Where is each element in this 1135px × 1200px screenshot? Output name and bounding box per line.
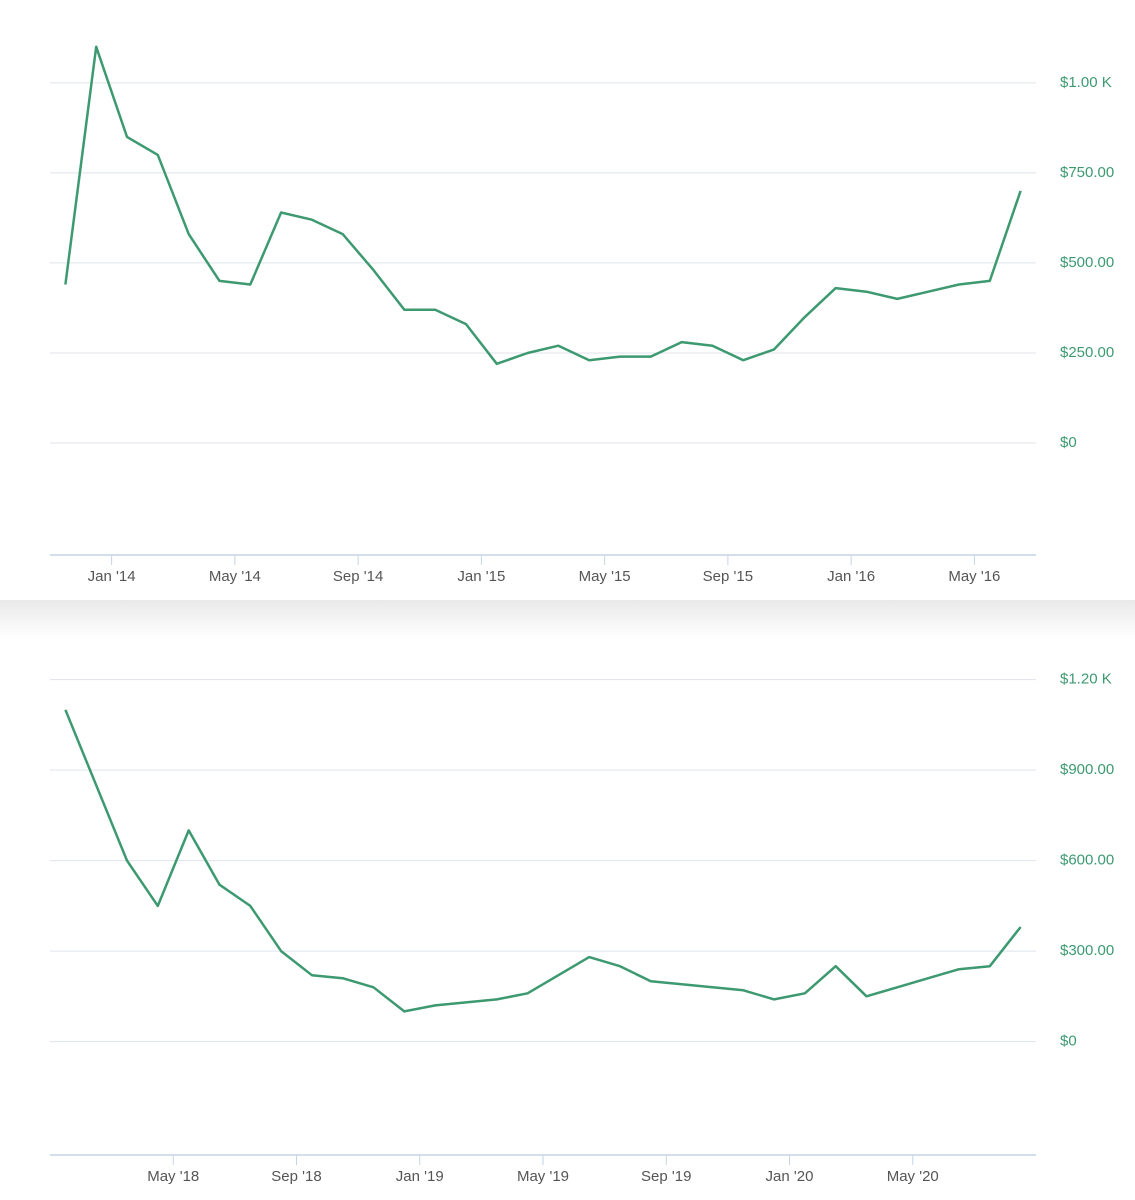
x-tick-label: Jan '15 xyxy=(457,568,505,585)
x-tick-label: Jan '20 xyxy=(766,1168,814,1185)
chart-panel: $0 $250.00 $500.00 $750.00 $1.00 K Jan '14 May… xyxy=(50,45,1115,585)
y-tick-label: $1.00 K xyxy=(1060,74,1112,91)
y-tick-label: $900.00 xyxy=(1060,761,1114,778)
x-tick-label: Jan '19 xyxy=(396,1168,444,1185)
x-tick-label: May '15 xyxy=(579,568,631,585)
x-tick-label: May '18 xyxy=(147,1168,199,1185)
x-tick-label: May '19 xyxy=(517,1168,569,1185)
y-tick-label: $1.20 K xyxy=(1060,671,1112,688)
x-tick-label: Sep '14 xyxy=(333,568,383,585)
y-tick-label: $600.00 xyxy=(1060,852,1114,869)
price-line xyxy=(64,709,1022,1013)
x-tick-label: Sep '15 xyxy=(703,568,753,585)
chart: $0 $300.00 $600.00 $900.00 $1.20 K May '18 Sep… xyxy=(50,671,1114,1185)
y-tick-label: $500.00 xyxy=(1060,254,1114,271)
x-tick-label: May '20 xyxy=(887,1168,939,1185)
chart-panel: $0 $300.00 $600.00 $900.00 $1.20 K May '18 Sep… xyxy=(0,600,1135,1200)
y-tick-label: $750.00 xyxy=(1060,164,1114,181)
y-tick-label: $250.00 xyxy=(1060,344,1114,361)
y-tick-label: $0 xyxy=(1060,1033,1077,1050)
x-tick-label: Jan '14 xyxy=(88,568,136,585)
y-tick-label: $0 xyxy=(1060,434,1077,451)
x-tick-label: Jan '16 xyxy=(827,568,875,585)
x-tick-label: Sep '19 xyxy=(641,1168,691,1185)
chart: $0 $250.00 $500.00 $750.00 $1.00 K Jan '14 May… xyxy=(50,45,1114,585)
x-tick-label: Sep '18 xyxy=(271,1168,321,1185)
x-tick-label: May '14 xyxy=(209,568,261,585)
y-tick-label: $300.00 xyxy=(1060,942,1114,959)
price-line xyxy=(64,45,1022,366)
x-tick-label: May '16 xyxy=(948,568,1000,585)
